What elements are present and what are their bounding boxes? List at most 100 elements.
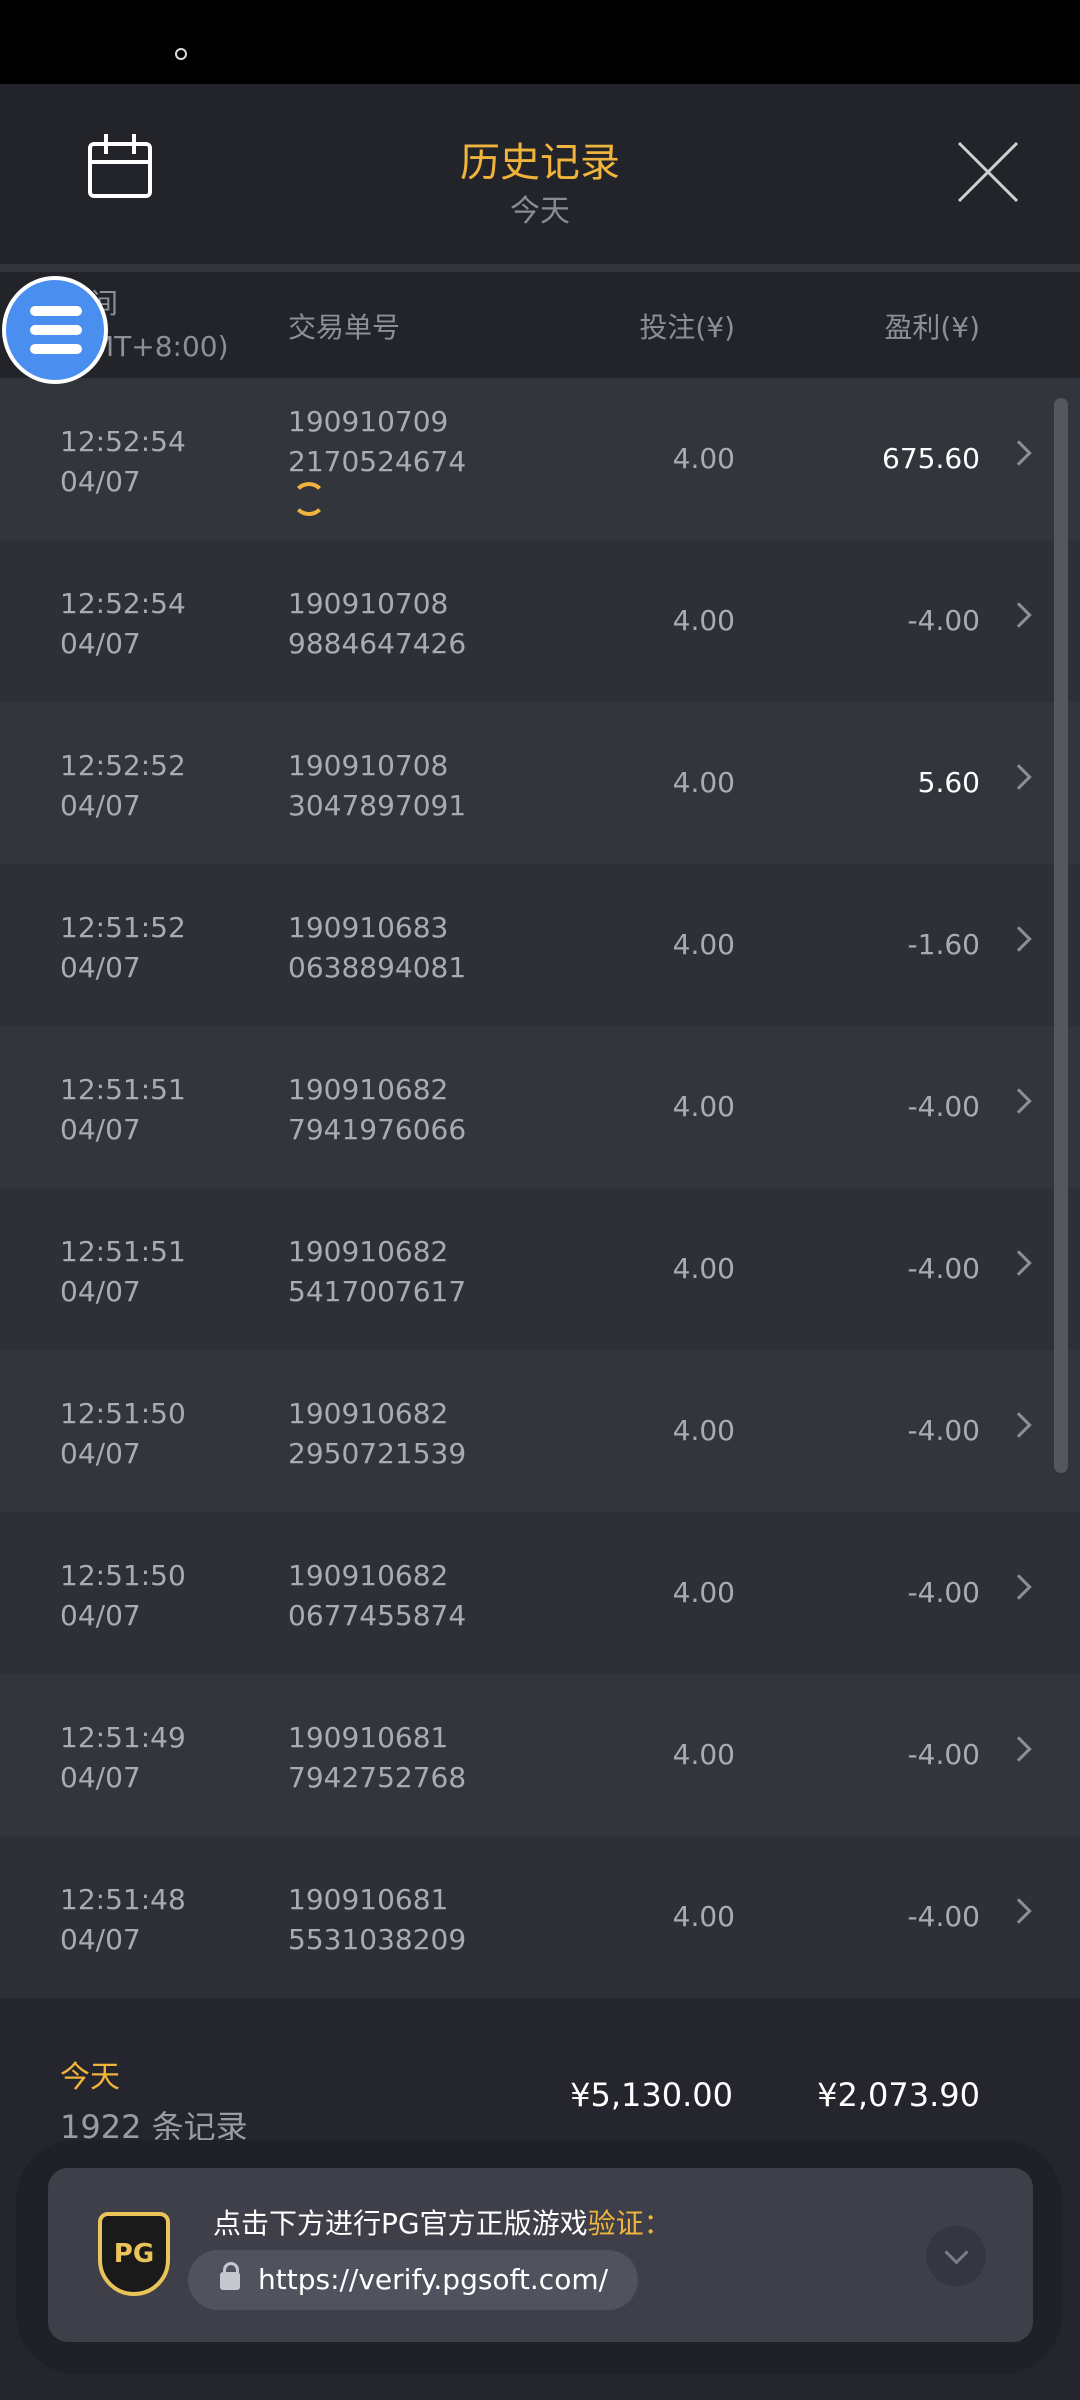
date: 04/07 [60, 1113, 141, 1146]
row-id: 190910708 3047897091 [288, 746, 466, 826]
row-id: 190910682 2950721539 [288, 1394, 466, 1474]
table-row[interactable]: 12:52:54 04/07 190910708 9884647426 4.00 -… [0, 540, 1080, 702]
sync-icon [292, 482, 326, 516]
row-time: 12:51:50 04/07 [60, 1556, 186, 1636]
date: 04/07 [60, 951, 141, 984]
id-part1: 190910708 [288, 587, 449, 620]
date: 04/07 [60, 1437, 141, 1470]
chevron-right-icon[interactable] [1006, 1412, 1032, 1438]
date: 04/07 [60, 1599, 141, 1632]
row-profit: -4.00 [907, 1738, 980, 1771]
date: 04/07 [60, 789, 141, 822]
id-part1: 190910682 [288, 1397, 449, 1430]
table-row[interactable]: 12:52:54 04/07 190910709 2170524674 4.00 6… [0, 378, 1080, 540]
col-time-tz: MT+8:00) [90, 330, 229, 363]
calendar-icon[interactable] [88, 134, 152, 198]
row-time: 12:51:49 04/07 [60, 1718, 186, 1798]
date: 04/07 [60, 1761, 141, 1794]
table-row[interactable]: 12:51:50 04/07 190910682 0677455874 4.00 -… [0, 1512, 1080, 1674]
chevron-right-icon[interactable] [1006, 1250, 1032, 1276]
row-bet: 4.00 [672, 766, 735, 799]
verify-banner[interactable]: PG 点击下方进行PG官方正版游戏验证： https://verify.pgso… [48, 2168, 1033, 2342]
table-row[interactable]: 12:51:51 04/07 190910682 7941976066 4.00 -… [0, 1026, 1080, 1188]
col-id: 交易单号 [288, 311, 401, 344]
close-icon[interactable] [955, 139, 1021, 205]
row-id: 190910682 5417007617 [288, 1232, 466, 1312]
chevron-right-icon[interactable] [1006, 926, 1032, 952]
time: 12:52:52 [60, 749, 186, 782]
id-part2: 2170524674 [288, 445, 467, 478]
row-id: 190910682 0677455874 [288, 1556, 466, 1636]
row-profit: -4.00 [907, 1576, 980, 1609]
id-part1: 190910681 [288, 1721, 449, 1754]
table-row[interactable]: 12:51:52 04/07 190910683 0638894081 4.00 -… [0, 864, 1080, 1026]
row-id: 190910681 7942752768 [288, 1718, 466, 1798]
time: 12:51:51 [60, 1073, 186, 1106]
id-part2: 0638894081 [288, 951, 467, 984]
id-part1: 190910682 [288, 1073, 449, 1106]
row-id: 190910683 0638894081 [288, 908, 466, 988]
row-profit: 675.60 [882, 442, 980, 475]
id-part1: 190910681 [288, 1883, 449, 1916]
row-bet: 4.00 [672, 928, 735, 961]
record-list: 12:52:54 04/07 190910709 2170524674 4.00 6… [0, 378, 1080, 1998]
row-profit: -4.00 [907, 604, 980, 637]
pg-shield-logo: PG [98, 2212, 170, 2296]
row-profit: -4.00 [907, 1414, 980, 1447]
date-filter-label: 今天 [510, 194, 570, 229]
row-bet: 4.00 [672, 1090, 735, 1123]
summary-period: 今天 [60, 2060, 120, 2095]
chevron-right-icon[interactable] [1006, 440, 1032, 466]
table-row[interactable]: 12:51:50 04/07 190910682 2950721539 4.00 -… [0, 1350, 1080, 1512]
chevron-right-icon[interactable] [1006, 764, 1032, 790]
expand-chevron-icon[interactable] [926, 2226, 986, 2286]
row-time: 12:52:54 04/07 [60, 584, 186, 664]
lock-icon [220, 2262, 240, 2290]
row-profit: -4.00 [907, 1090, 980, 1123]
row-bet: 4.00 [672, 442, 735, 475]
row-id: 190910682 7941976066 [288, 1070, 466, 1150]
date: 04/07 [60, 1275, 141, 1308]
row-bet: 4.00 [672, 604, 735, 637]
menu-button[interactable] [2, 276, 108, 384]
chevron-right-icon[interactable] [1006, 602, 1032, 628]
row-time: 12:51:51 04/07 [60, 1232, 186, 1312]
chevron-right-icon[interactable] [1006, 1088, 1032, 1114]
id-part2: 2950721539 [288, 1437, 467, 1470]
verify-text-main: 点击下方进行PG官方正版游戏 [213, 2207, 588, 2240]
date: 04/07 [60, 1923, 141, 1956]
verify-url: https://verify.pgsoft.com/ [258, 2263, 609, 2296]
scrollbar[interactable] [1054, 398, 1068, 1473]
id-part2: 7942752768 [288, 1761, 467, 1794]
table-row[interactable]: 12:51:48 04/07 190910681 5531038209 4.00 -… [0, 1836, 1080, 1998]
row-profit: -4.00 [907, 1900, 980, 1933]
table-row[interactable]: 12:51:49 04/07 190910681 7942752768 4.00 -… [0, 1674, 1080, 1836]
row-time: 12:52:52 04/07 [60, 746, 186, 826]
row-time: 12:51:51 04/07 [60, 1070, 186, 1150]
verify-text: 点击下方进行PG官方正版游戏验证： [213, 2202, 672, 2242]
time: 12:51:51 [60, 1235, 186, 1268]
table-header: 间 MT+8:00) 交易单号 投注(¥) 盈利(¥) [0, 272, 1080, 378]
table-row[interactable]: 12:52:52 04/07 190910708 3047897091 4.00 5… [0, 702, 1080, 864]
table-row[interactable]: 12:51:51 04/07 190910682 5417007617 4.00 -… [0, 1188, 1080, 1350]
date: 04/07 [60, 627, 141, 660]
verify-colon: ： [643, 2207, 672, 2240]
chevron-right-icon[interactable] [1006, 1736, 1032, 1762]
verify-url-link[interactable]: https://verify.pgsoft.com/ [188, 2250, 639, 2310]
status-bar [0, 0, 1080, 84]
divider [0, 264, 1080, 272]
total-profit: ¥2,073.90 [817, 2076, 980, 2114]
id-part1: 190910683 [288, 911, 449, 944]
row-time: 12:51:52 04/07 [60, 908, 186, 988]
id-part1: 190910708 [288, 749, 449, 782]
time: 12:52:54 [60, 425, 186, 458]
id-part2: 5531038209 [288, 1923, 467, 1956]
time: 12:51:50 [60, 1397, 186, 1430]
row-profit: -1.60 [907, 928, 980, 961]
date: 04/07 [60, 465, 141, 498]
record-count: 1922 条记录 [60, 2108, 248, 2146]
id-part2: 7941976066 [288, 1113, 467, 1146]
row-profit: 5.60 [917, 766, 980, 799]
chevron-right-icon[interactable] [1006, 1574, 1032, 1600]
chevron-right-icon[interactable] [1006, 1898, 1032, 1924]
